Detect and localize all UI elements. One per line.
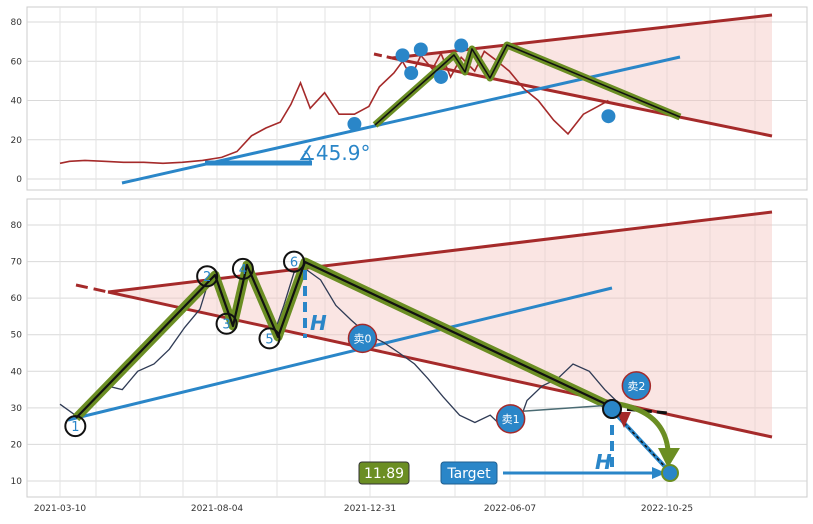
target-box xyxy=(440,461,498,485)
lower-y-tick-labels: 10 20 30 40 50 60 70 80 xyxy=(11,221,23,487)
lower-trend-line xyxy=(67,286,613,422)
y-tick-label: 60 xyxy=(11,294,23,304)
pattern-point-circle xyxy=(64,415,87,438)
y-tick-label: 80 xyxy=(11,221,23,231)
upper-plot-area xyxy=(26,6,808,191)
y-tick-label: 0 xyxy=(16,175,22,185)
pattern-point-circle xyxy=(215,312,238,335)
x-tick-label: 2021-03-10 xyxy=(34,504,87,514)
sell-marker xyxy=(621,371,652,401)
target-point xyxy=(661,464,679,482)
upper-price-line xyxy=(59,50,609,165)
y-tick-label: 40 xyxy=(11,367,23,377)
lower-grid xyxy=(27,199,807,497)
x-tick-label: 2021-12-31 xyxy=(344,504,396,514)
y-tick-label: 20 xyxy=(11,136,23,146)
x-tick-label: 2021-08-04 xyxy=(191,504,244,514)
price-box-label: 11.89 xyxy=(364,466,404,482)
pattern-point-circle xyxy=(196,265,219,288)
upper-pivot-marker xyxy=(413,42,428,57)
pattern-point-label: 6 xyxy=(290,256,298,271)
pattern-h-label: H xyxy=(310,311,327,335)
lower-plot-area xyxy=(26,198,808,498)
upper-pivot-marker xyxy=(395,48,410,63)
upper-channel-upper-line xyxy=(391,13,773,60)
angle-label: ∡45.9° xyxy=(298,141,370,165)
upper-pivot-marker xyxy=(434,69,449,84)
upper-grid xyxy=(27,7,807,190)
lower-x-tick-labels: 2021-03-10 2021-08-04 2021-12-31 2022-06-07… xyxy=(34,504,693,514)
breakdown-h-label: H xyxy=(595,450,612,474)
sell-marker xyxy=(495,404,526,434)
upper-pivot-marker xyxy=(454,38,469,53)
projection-curve xyxy=(617,401,671,451)
pattern-point-circle xyxy=(231,257,254,280)
upper-pattern-line-black xyxy=(374,44,681,126)
projection-arrowhead xyxy=(658,448,680,468)
lower-channel-dash xyxy=(75,283,109,294)
lower-pattern-points: 1 2 3 4 5 6 xyxy=(64,250,306,438)
sell-marker-label: 卖2 xyxy=(627,380,645,393)
pattern-point-circle xyxy=(258,327,281,350)
upper-y-tick-labels: 0 20 40 60 80 xyxy=(11,18,23,185)
sell-marker-label: 卖0 xyxy=(353,332,371,345)
price-box xyxy=(358,461,410,485)
upper-channel-lower-line xyxy=(391,56,773,138)
pattern-point-circle xyxy=(283,250,306,273)
upper-channel-dash xyxy=(373,52,393,60)
y-tick-label: 20 xyxy=(11,440,23,450)
y-tick-label: 70 xyxy=(11,258,23,268)
sell-marker xyxy=(347,323,378,354)
upper-pivot-marker xyxy=(404,66,419,81)
x-tick-label: 2022-06-07 xyxy=(484,504,536,514)
x-tick-label: 2022-10-25 xyxy=(641,504,693,514)
pattern-point-label: 1 xyxy=(71,420,79,435)
lower-sell-markers: 卖0 卖1 卖2 xyxy=(347,323,652,434)
y-tick-label: 50 xyxy=(11,331,23,341)
breakdown-point xyxy=(602,399,622,419)
upper-panel: 0 20 40 60 80 ∡45.9° xyxy=(11,6,808,191)
y-tick-label: 80 xyxy=(11,18,23,28)
target-box-label: Target xyxy=(446,466,491,482)
sell-marker-label: 卖1 xyxy=(502,413,520,426)
pattern-point-label: 3 xyxy=(222,318,230,333)
y-tick-label: 60 xyxy=(11,57,23,67)
target-arrow-head xyxy=(652,467,666,479)
y-tick-label: 30 xyxy=(11,404,23,414)
pattern-point-label: 2 xyxy=(203,270,211,285)
pattern-point-label: 5 xyxy=(265,332,273,347)
upper-markers xyxy=(347,38,616,132)
y-tick-label: 10 xyxy=(11,477,23,487)
pattern-point-label: 4 xyxy=(239,263,247,278)
upper-pivot-marker xyxy=(347,117,362,132)
upper-pivot-marker xyxy=(601,109,616,124)
y-tick-label: 40 xyxy=(11,97,23,107)
red-down-arrowhead xyxy=(617,412,631,428)
